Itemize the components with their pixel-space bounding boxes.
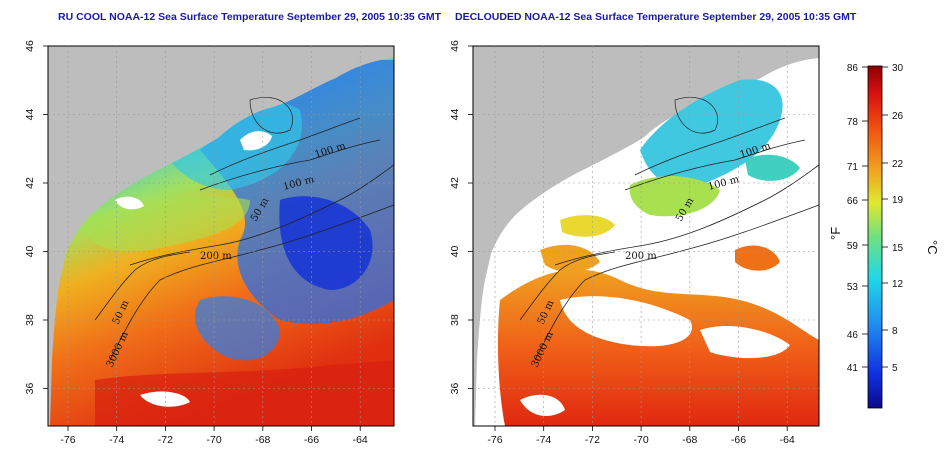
left-contour-50m	[209, 117, 361, 176]
right-lon-tick-label: -76	[487, 434, 502, 446]
right-warm-patch-2	[735, 245, 780, 271]
left-cloud-patch	[240, 131, 272, 151]
left-lon-tick-label: -66	[304, 434, 319, 446]
celsius-tick-label: 5	[892, 363, 898, 374]
left-contour-200m	[129, 164, 394, 266]
left-lat-tick-label: 42	[24, 177, 36, 189]
right-contour-basin	[674, 97, 718, 134]
right-lon-tick-label: -64	[780, 434, 795, 446]
left-map-frame	[47, 45, 395, 427]
left-lat-tick-label: 46	[24, 40, 36, 52]
left-deep-blue-patch	[279, 196, 373, 290]
right-contour-100m	[624, 139, 806, 191]
right-contour-3000m	[534, 204, 819, 361]
right-lat-tick-label: 46	[449, 40, 461, 52]
right-lon-tick-label: -68	[682, 434, 697, 446]
right-yellow-patch	[560, 215, 615, 237]
right-cloud-gap-3	[520, 394, 565, 416]
left-lon-tick-label: -68	[255, 434, 270, 446]
left-lon-tick-label: -76	[60, 434, 75, 446]
left-cloud-patch-2	[115, 196, 144, 210]
left-map-title: RU COOL NOAA-12 Sea Surface Temperature …	[58, 11, 442, 23]
right-land	[473, 46, 819, 426]
right-lon-tick-label: -74	[536, 434, 551, 446]
right-lat-tick-label: 42	[449, 177, 461, 189]
left-lon-tick-label: -72	[158, 434, 173, 446]
right-lat-tick-label: 38	[449, 314, 461, 326]
right-cloud-gap-2	[700, 325, 790, 359]
right-contour-200m	[554, 164, 819, 266]
celsius-tick-label: 30	[892, 63, 904, 74]
left-contour-label-200m: 200 m	[200, 251, 232, 262]
fahrenheit-tick-label: 41	[847, 363, 859, 374]
right-lat-tick-label: 44	[449, 109, 461, 121]
right-lat-tick-label: 36	[449, 383, 461, 395]
right-green-patch	[629, 175, 720, 217]
fahrenheit-tick-label: 66	[847, 196, 859, 207]
celsius-tick-label: 26	[892, 111, 904, 122]
right-teal-patch	[745, 154, 800, 181]
left-lon-tick-label: -70	[207, 434, 222, 446]
celsius-tick-label: 12	[892, 279, 904, 290]
fahrenheit-tick-label: 71	[847, 162, 859, 173]
left-lat-tick-label: 40	[24, 246, 36, 258]
left-blue-eddy	[195, 296, 280, 361]
left-gulf-stream	[95, 360, 394, 426]
colorbar-ticks: 86 78 71 66 59 53 46 41 30 26 22 19 15 12 8 5	[847, 63, 904, 374]
left-map	[48, 46, 394, 426]
left-contour-100m	[199, 139, 381, 191]
right-map-frame	[472, 45, 820, 427]
left-land	[48, 46, 394, 426]
left-lon-tick-label: -74	[109, 434, 124, 446]
left-green-band	[80, 196, 250, 252]
right-lon-tick-label: -72	[585, 434, 600, 446]
celsius-tick-label: 19	[892, 195, 904, 206]
fahrenheit-tick-label: 46	[847, 330, 859, 341]
celsius-unit-label: °C	[925, 240, 940, 255]
fahrenheit-unit-label: °F	[828, 227, 843, 240]
fahrenheit-tick-label: 59	[847, 241, 859, 252]
left-contour-basin	[249, 97, 293, 134]
left-lon-tick-label: -64	[353, 434, 368, 446]
left-cloud-patch-3	[140, 391, 190, 407]
right-lon-tick-label: -70	[634, 434, 649, 446]
fahrenheit-tick-label: 53	[847, 282, 859, 293]
right-lat-tick-label: 40	[449, 246, 461, 258]
right-map-title: DECLOUDED NOAA-12 Sea Surface Temperatur…	[455, 11, 857, 23]
right-cloud-gap	[560, 296, 692, 347]
left-contour-3000m	[109, 204, 394, 361]
left-contour-slope	[94, 251, 191, 321]
left-lat-tick-label: 36	[24, 383, 36, 395]
left-lat-tick-label: 44	[24, 109, 36, 121]
axes-layer: -76 -74 -72 -70 -68 -66 -64 46 44 42 40 38 36 -76 -74 -…	[24, 40, 819, 446]
right-lon-tick-label: -66	[731, 434, 746, 446]
celsius-tick-label: 22	[892, 159, 904, 170]
right-map	[473, 46, 819, 426]
colorbar	[867, 65, 883, 409]
right-contour-slope	[519, 251, 616, 321]
fahrenheit-tick-label: 78	[847, 117, 859, 128]
left-lat-tick-label: 38	[24, 314, 36, 326]
celsius-tick-label: 8	[892, 326, 898, 337]
celsius-tick-label: 15	[892, 243, 904, 254]
right-contour-50m	[634, 117, 786, 176]
fahrenheit-tick-label: 86	[847, 63, 859, 74]
